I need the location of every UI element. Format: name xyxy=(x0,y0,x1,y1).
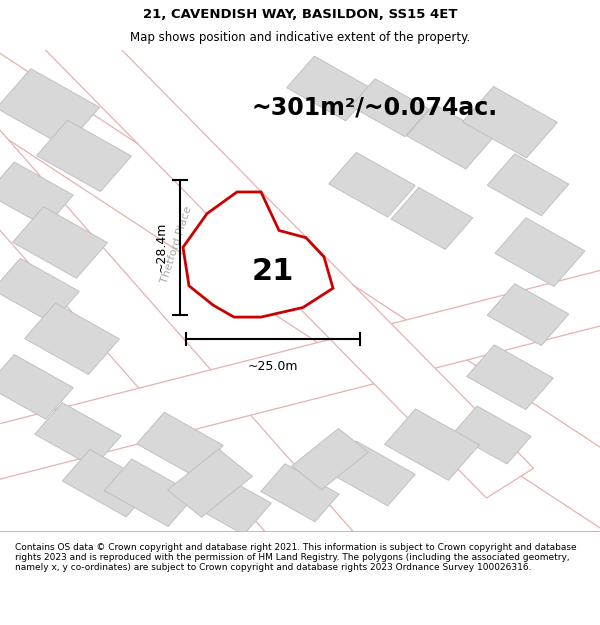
Polygon shape xyxy=(463,86,557,158)
Text: Contains OS data © Crown copyright and database right 2021. This information is : Contains OS data © Crown copyright and d… xyxy=(15,542,577,572)
Polygon shape xyxy=(287,56,373,121)
Polygon shape xyxy=(351,79,429,137)
Polygon shape xyxy=(391,188,473,249)
Polygon shape xyxy=(62,449,154,517)
Polygon shape xyxy=(487,154,569,216)
Polygon shape xyxy=(183,192,333,317)
Polygon shape xyxy=(37,11,533,498)
Polygon shape xyxy=(407,104,493,169)
Polygon shape xyxy=(0,354,73,419)
Text: ~301m²/~0.074ac.: ~301m²/~0.074ac. xyxy=(252,96,498,120)
Polygon shape xyxy=(104,459,196,526)
Text: Thetford Place: Thetford Place xyxy=(160,205,194,285)
Polygon shape xyxy=(0,258,79,323)
Polygon shape xyxy=(0,50,600,531)
Polygon shape xyxy=(467,345,553,409)
Polygon shape xyxy=(329,152,415,217)
Polygon shape xyxy=(453,406,531,464)
Polygon shape xyxy=(495,218,585,286)
Text: 21, CAVENDISH WAY, BASILDON, SS15 4ET: 21, CAVENDISH WAY, BASILDON, SS15 4ET xyxy=(143,8,457,21)
Polygon shape xyxy=(261,464,339,522)
Polygon shape xyxy=(329,441,415,506)
Polygon shape xyxy=(0,129,359,572)
Polygon shape xyxy=(37,120,131,191)
Text: ~25.0m: ~25.0m xyxy=(248,361,298,373)
Polygon shape xyxy=(137,412,223,477)
Polygon shape xyxy=(167,449,253,517)
Text: Map shows position and indicative extent of the property.: Map shows position and indicative extent… xyxy=(130,31,470,44)
Polygon shape xyxy=(35,402,121,468)
Text: 21: 21 xyxy=(252,257,294,286)
Polygon shape xyxy=(0,162,73,227)
Polygon shape xyxy=(292,428,368,490)
Polygon shape xyxy=(0,266,600,484)
Polygon shape xyxy=(385,409,479,480)
Text: ~28.4m: ~28.4m xyxy=(155,222,168,272)
Polygon shape xyxy=(25,303,119,374)
Polygon shape xyxy=(13,207,107,278)
Polygon shape xyxy=(185,470,271,535)
Polygon shape xyxy=(487,284,569,346)
Polygon shape xyxy=(0,69,100,147)
